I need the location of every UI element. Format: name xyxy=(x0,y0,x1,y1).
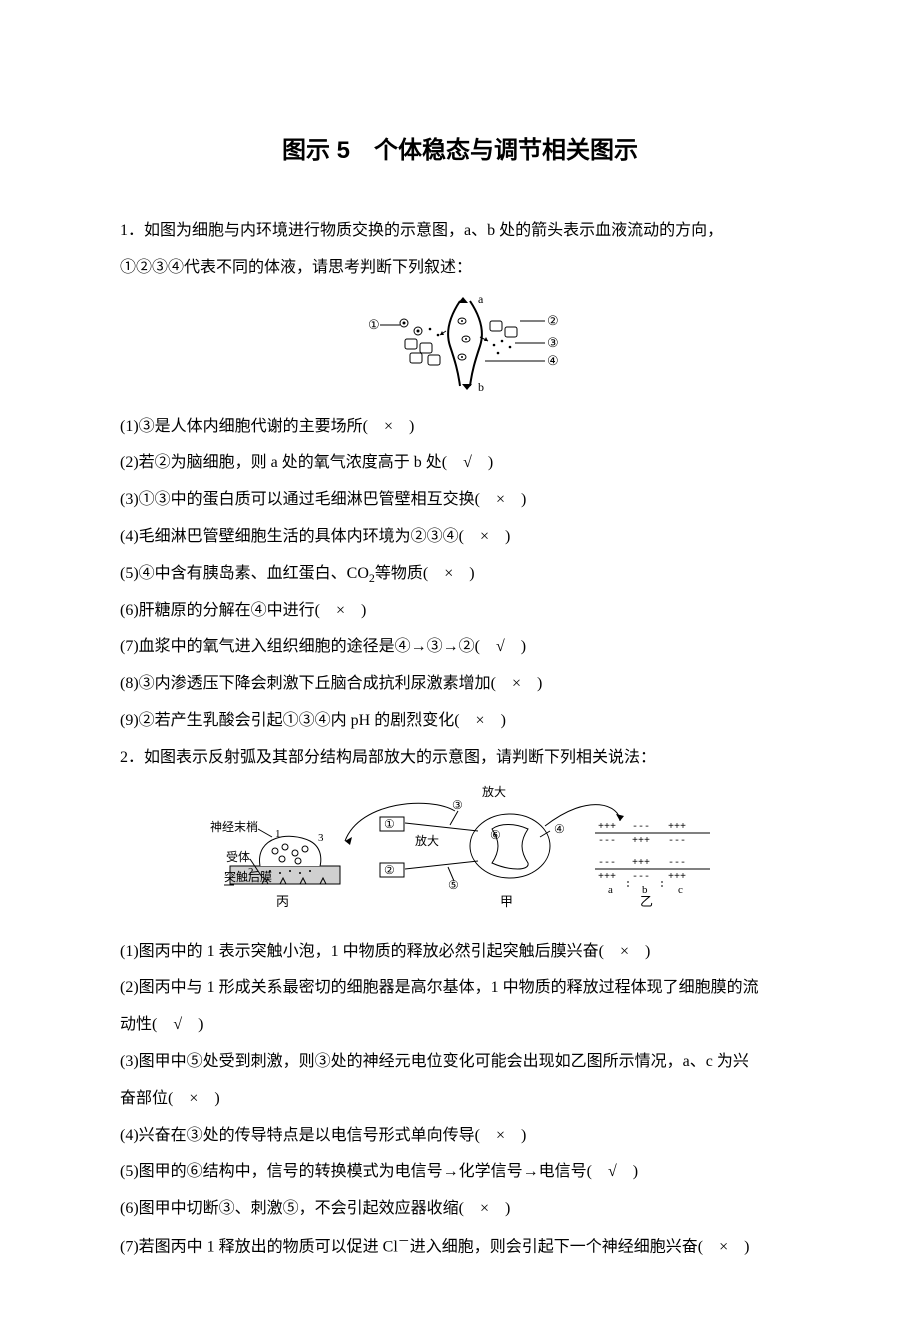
fig2-nerve-ending: 神经末梢 xyxy=(210,819,258,834)
q1-intro-line1: 1．如图为细胞与内环境进行物质交换的示意图，a、b 处的箭头表示血液流动的方向， xyxy=(120,213,800,250)
q2-item-7-sup: － xyxy=(398,1234,410,1248)
q1-item-4: (4)毛细淋巴管壁细胞生活的具体内环境为②③④( × ) xyxy=(120,519,800,556)
fig2-enlarge-1: 放大 xyxy=(415,833,439,848)
q1-item-5-post: 等物质( × ) xyxy=(375,565,475,582)
fig2-n4: ④ xyxy=(554,822,565,836)
fig2-post-membrane: 突触后膜 xyxy=(224,869,272,884)
q1-item-5: (5)④中含有胰岛素、血红蛋白、CO2等物质( × ) xyxy=(120,556,800,593)
fig2-y-minus-2: --- xyxy=(598,836,616,847)
q1-item-5-pre: (5)④中含有胰岛素、血红蛋白、CO xyxy=(120,565,369,582)
fig2-n6: ⑥ xyxy=(490,828,501,842)
figure-1-svg: a b ① ② ③ xyxy=(350,291,570,396)
fig1-label-b: b xyxy=(478,380,484,394)
fig2-y-minus-1: --- xyxy=(632,822,650,833)
fig2-lbl1: 1 xyxy=(275,828,281,840)
fig2-panel-a: 甲 xyxy=(500,894,513,909)
figure-2-svg: 神经末梢 受体 1 2 3 突触后膜 丙 ① ② ③ ④ xyxy=(200,781,720,921)
fig1-label-a: a xyxy=(478,292,484,306)
fig2-y-minus-3: --- xyxy=(668,836,686,847)
q2-intro: 2．如图表示反射弧及其部分结构局部放大的示意图，请判断下列相关说法： xyxy=(120,740,800,777)
figure-1: a b ① ② ③ xyxy=(120,291,800,401)
fig2-y-minus-4: --- xyxy=(598,858,616,869)
q1-item-1: (1)③是人体内细胞代谢的主要场所( × ) xyxy=(120,409,800,446)
q1-item-9: (9)②若产生乳酸会引起①③④内 pH 的剧烈变化( × ) xyxy=(120,703,800,740)
q1-item-8: (8)③内渗透压下降会刺激下丘脑合成抗利尿激素增加( × ) xyxy=(120,666,800,703)
fig2-y-plus-2: +++ xyxy=(668,822,686,833)
q2-item-4: (4)兴奋在③处的传导特点是以电信号形式单向传导( × ) xyxy=(120,1118,800,1155)
fig2-y-minus-5: --- xyxy=(668,858,686,869)
fig2-y-plus-4: +++ xyxy=(632,858,650,869)
q2-item-7-pre: (7)若图丙中 1 释放出的物质可以促进 Cl xyxy=(120,1238,398,1255)
q2-item-3a: (3)图甲中⑤处受到刺激，则③处的神经元电位变化可能会出现如乙图所示情况，a、c… xyxy=(120,1044,800,1081)
fig2-receptor: 受体 xyxy=(226,850,250,864)
fig2-y-minus-6: --- xyxy=(632,872,650,883)
fig1-label-4: ④ xyxy=(547,353,559,368)
fig2-y-plus-5: +++ xyxy=(598,872,616,883)
fig2-n2: ② xyxy=(384,863,395,877)
fig2-enlarge-2: 放大 xyxy=(482,784,506,799)
fig1-label-2: ② xyxy=(547,313,559,328)
q2-item-1: (1)图丙中的 1 表示突触小泡，1 中物质的释放必然引起突触后膜兴奋( × ) xyxy=(120,934,800,971)
q1-intro-line2: ①②③④代表不同的体液，请思考判断下列叙述： xyxy=(120,250,800,287)
q1-item-7: (7)血浆中的氧气进入组织细胞的途径是④→③→②( √ ) xyxy=(120,629,800,666)
fig1-label-3: ③ xyxy=(547,335,559,350)
q2-item-3b: 奋部位( × ) xyxy=(120,1081,800,1118)
q2-item-2a: (2)图丙中与 1 形成关系最密切的细胞器是高尔基体，1 中物质的释放过程体现了… xyxy=(120,970,800,1007)
page-title: 图示 5 个体稳态与调节相关图示 xyxy=(120,130,800,165)
q1-item-6: (6)肝糖原的分解在④中进行( × ) xyxy=(120,593,800,630)
fig2-pa: a xyxy=(608,884,613,896)
q1-item-2: (2)若②为脑细胞，则 a 处的氧气浓度高于 b 处( √ ) xyxy=(120,445,800,482)
q2-item-2b: 动性( √ ) xyxy=(120,1007,800,1044)
fig2-panel-c: 丙 xyxy=(276,894,289,909)
q2-item-6: (6)图甲中切断③、刺激⑤，不会引起效应器收缩( × ) xyxy=(120,1191,800,1228)
fig2-n1: ① xyxy=(384,817,395,831)
fig2-panel-b: 乙 xyxy=(640,894,653,909)
figure-2: 神经末梢 受体 1 2 3 突触后膜 丙 ① ② ③ ④ xyxy=(120,781,800,926)
q1-item-3: (3)①③中的蛋白质可以通过毛细淋巴管壁相互交换( × ) xyxy=(120,482,800,519)
q2-item-7-post: 进入细胞，则会引起下一个神经细胞兴奋( × ) xyxy=(410,1238,750,1255)
q2-item-5: (5)图甲的⑥结构中，信号的转换模式为电信号→化学信号→电信号( √ ) xyxy=(120,1154,800,1191)
fig2-y-plus-3: +++ xyxy=(632,836,650,847)
fig2-pc: c xyxy=(678,884,683,896)
page-root: 图示 5 个体稳态与调节相关图示 1．如图为细胞与内环境进行物质交换的示意图，a… xyxy=(0,0,920,1326)
fig2-y-plus-6: +++ xyxy=(668,872,686,883)
q2-item-7: (7)若图丙中 1 释放出的物质可以促进 Cl－进入细胞，则会引起下一个神经细胞… xyxy=(120,1228,800,1266)
fig1-label-1: ① xyxy=(368,317,380,332)
fig2-y-plus-1: +++ xyxy=(598,822,616,833)
fig2-lbl3: 3 xyxy=(318,832,324,844)
